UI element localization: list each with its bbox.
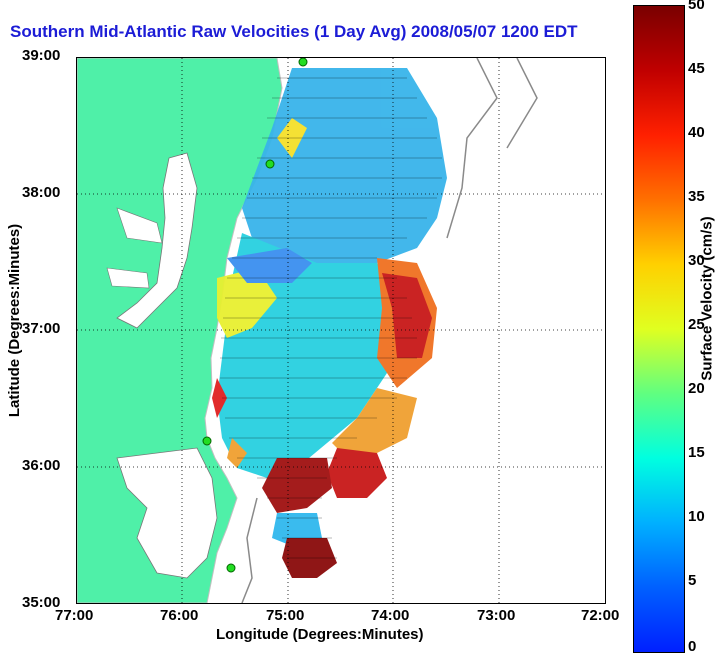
- map-plot-area: [76, 57, 606, 604]
- x-axis-label: Longitude (Degrees:Minutes): [216, 626, 424, 643]
- y-tick-label: 37:00: [22, 320, 61, 337]
- x-tick-label: 77:00: [55, 607, 94, 624]
- y-tick-label: 36:00: [22, 457, 61, 474]
- y-tick-label: 39:00: [22, 47, 61, 64]
- x-tick-label: 75:00: [266, 607, 305, 624]
- radar-station-marker: [265, 159, 275, 169]
- radar-station-marker: [226, 563, 236, 573]
- colorbar-tick-label: 20: [688, 380, 705, 397]
- colorbar: [633, 5, 685, 653]
- x-tick-label: 73:00: [477, 607, 516, 624]
- y-axis-label: Latitude (Degrees:Minutes): [6, 223, 24, 418]
- y-tick-label: 35:00: [22, 594, 61, 611]
- radar-station-marker: [202, 436, 212, 446]
- colorbar-tick-label: 40: [688, 124, 705, 141]
- pamlico-sound: [116, 447, 218, 579]
- colorbar-tick-label: 30: [688, 252, 705, 269]
- x-tick-label: 76:00: [160, 607, 199, 624]
- x-tick-label: 72:00: [581, 607, 620, 624]
- grid: [77, 58, 605, 603]
- chesapeake-bay: [116, 152, 198, 329]
- y-tick-label: 38:00: [22, 184, 61, 201]
- x-tick-label: 74:00: [371, 607, 410, 624]
- colorbar-label: Surface Velocity (cm/s): [698, 216, 716, 381]
- colorbar-tick-label: 25: [688, 316, 705, 333]
- velocity-vectors: [220, 77, 442, 559]
- colorbar-tick-label: 0: [688, 638, 697, 655]
- map-title: Southern Mid-Atlantic Raw Velocities (1 …: [10, 22, 578, 41]
- colorbar-tick-label: 15: [688, 444, 705, 461]
- colorbar-tick-label: 45: [688, 60, 705, 77]
- colorbar-tick-label: 35: [688, 188, 705, 205]
- colorbar-tick-label: 10: [688, 508, 705, 525]
- radar-station-marker: [298, 58, 308, 67]
- map-svg: [77, 58, 605, 603]
- colorbar-tick-label: 5: [688, 572, 697, 589]
- colorbar-tick-label: 50: [688, 0, 705, 13]
